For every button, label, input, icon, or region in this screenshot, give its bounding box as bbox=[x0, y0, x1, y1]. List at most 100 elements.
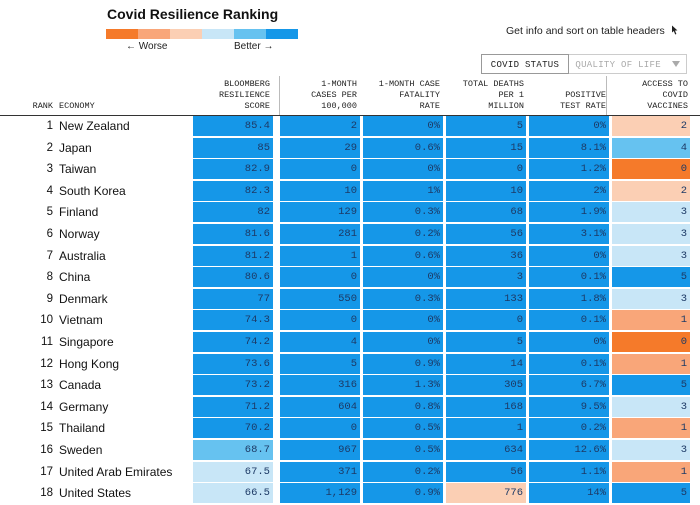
deaths-cell: 634 bbox=[446, 440, 526, 461]
table-row[interactable]: 18 United States 66.5 1,129 0.9% 776 14% 5 bbox=[0, 483, 700, 505]
header-rank[interactable]: RANK bbox=[32, 101, 53, 111]
vaccines-cell: 2 bbox=[612, 180, 690, 202]
header-positive[interactable]: POSITIVE TEST RATE bbox=[527, 90, 606, 112]
table-row[interactable]: 17 United Arab Emirates 67.5 371 0.2% 56 1.1% 1 bbox=[0, 461, 700, 484]
economy-cell: Hong Kong bbox=[59, 356, 120, 371]
positive-cell: 0.1% bbox=[529, 267, 609, 289]
table-row[interactable]: 12 Hong Kong 73.6 5 0.9% 14 0.1% 1 bbox=[0, 353, 700, 376]
fatality-cell: 1% bbox=[363, 180, 443, 202]
header-deaths[interactable]: TOTAL DEATHS PER 1 MILLION bbox=[443, 79, 524, 112]
economy-cell: United Arab Emirates bbox=[59, 464, 173, 479]
cases-cell: 0 bbox=[280, 310, 360, 332]
table-row[interactable]: 6 Norway 81.6 281 0.2% 56 3.1% 3 bbox=[0, 224, 700, 246]
score-cell: 73.6 bbox=[193, 353, 273, 375]
rank-cell: 17 bbox=[40, 465, 53, 478]
fatality-cell: 0.5% bbox=[363, 418, 443, 440]
vaccines-cell: 3 bbox=[612, 245, 690, 267]
economy-cell: Australia bbox=[59, 248, 106, 263]
header-line: RESILIENCE bbox=[218, 90, 270, 100]
table-row[interactable]: 7 Australia 81.2 1 0.6% 36 0% 3 bbox=[0, 245, 700, 268]
table-row[interactable]: 13 Canada 73.2 316 1.3% 305 6.7% 5 bbox=[0, 375, 700, 397]
vaccines-cell: 1 bbox=[612, 353, 690, 375]
vaccines-cell: 3 bbox=[612, 224, 690, 245]
cases-cell: 129 bbox=[280, 202, 360, 224]
vaccines-cell: 0 bbox=[612, 159, 690, 181]
score-cell: 74.3 bbox=[193, 310, 273, 332]
table-row[interactable]: 5 Finland 82 129 0.3% 68 1.9% 3 bbox=[0, 202, 700, 224]
positive-cell: 0.2% bbox=[529, 418, 609, 440]
rank-cell: 14 bbox=[40, 400, 53, 413]
vaccines-cell: 5 bbox=[612, 483, 690, 505]
cases-cell: 5 bbox=[280, 353, 360, 375]
rank-cell: 18 bbox=[40, 487, 53, 500]
table-row[interactable]: 16 Sweden 68.7 967 0.5% 634 12.6% 3 bbox=[0, 440, 700, 462]
table-row[interactable]: 4 South Korea 82.3 10 1% 10 2% 2 bbox=[0, 180, 700, 203]
positive-cell: 8.1% bbox=[529, 137, 609, 159]
positive-cell: 1.8% bbox=[529, 288, 609, 310]
score-cell: 74.2 bbox=[193, 332, 273, 353]
deaths-cell: 5 bbox=[446, 116, 526, 137]
economy-cell: Vietnam bbox=[59, 313, 103, 328]
positive-cell: 14% bbox=[529, 483, 609, 505]
table-row[interactable]: 9 Denmark 77 550 0.3% 133 1.8% 3 bbox=[0, 288, 700, 311]
positive-cell: 0.1% bbox=[529, 353, 609, 375]
cases-cell: 1,129 bbox=[280, 483, 360, 505]
header-vaccines[interactable]: ACCESS TO COVID VACCINES bbox=[610, 79, 688, 112]
legend-swatch bbox=[202, 29, 234, 39]
economy-cell: Germany bbox=[59, 399, 109, 414]
rank-cell: 16 bbox=[40, 444, 53, 456]
header-score[interactable]: BLOOMBERG RESILIENCE SCORE bbox=[193, 79, 270, 112]
fatality-cell: 0.3% bbox=[363, 288, 443, 310]
positive-cell: 1.1% bbox=[529, 461, 609, 483]
vaccines-cell: 1 bbox=[612, 310, 690, 332]
deaths-cell: 56 bbox=[446, 224, 526, 245]
deaths-cell: 68 bbox=[446, 202, 526, 224]
header-line: ACCESS TO bbox=[642, 79, 688, 89]
tab-bar: COVID STATUS QUALITY OF LIFE bbox=[0, 54, 687, 74]
table-row[interactable]: 11 Singapore 74.2 4 0% 5 0% 0 bbox=[0, 332, 700, 354]
header-economy[interactable]: ECONOMY bbox=[59, 101, 95, 111]
rank-cell: 12 bbox=[40, 357, 53, 370]
header-line: 1-MONTH CASE bbox=[378, 79, 440, 89]
fatality-cell: 0% bbox=[363, 116, 443, 137]
cases-cell: 29 bbox=[280, 137, 360, 159]
deaths-cell: 305 bbox=[446, 375, 526, 397]
positive-cell: 12.6% bbox=[529, 440, 609, 461]
chevron-down-icon bbox=[671, 61, 680, 67]
score-cell: 82 bbox=[193, 202, 273, 224]
header-fatality[interactable]: 1-MONTH CASE FATALITY RATE bbox=[360, 79, 440, 112]
score-cell: 82.3 bbox=[193, 180, 273, 202]
table-row[interactable]: 8 China 80.6 0 0% 3 0.1% 5 bbox=[0, 267, 700, 289]
tab-quality-of-life[interactable]: QUALITY OF LIFE bbox=[569, 54, 687, 74]
legend-swatch bbox=[234, 29, 266, 39]
vaccines-cell: 2 bbox=[612, 116, 690, 137]
economy-cell: United States bbox=[59, 486, 132, 501]
tab-covid-status[interactable]: COVID STATUS bbox=[481, 54, 569, 74]
rank-cell: 11 bbox=[41, 336, 53, 348]
info-label: Get info and sort on table headers bbox=[506, 25, 665, 37]
score-cell: 85.4 bbox=[193, 116, 273, 137]
table-row[interactable]: 15 Thailand 70.2 0 0.5% 1 0.2% 1 bbox=[0, 418, 700, 440]
header-cases[interactable]: 1-MONTH CASES PER 100,000 bbox=[280, 79, 357, 112]
cases-cell: 0 bbox=[280, 159, 360, 181]
table-row[interactable]: 3 Taiwan 82.9 0 0% 0 1.2% 0 bbox=[0, 159, 700, 181]
deaths-cell: 56 bbox=[446, 461, 526, 483]
table-row[interactable]: 14 Germany 71.2 604 0.8% 168 9.5% 3 bbox=[0, 396, 700, 419]
deaths-cell: 3 bbox=[446, 267, 526, 289]
economy-cell: Taiwan bbox=[59, 162, 97, 177]
deaths-cell: 36 bbox=[446, 245, 526, 267]
table-row[interactable]: 1 New Zealand 85.4 2 0% 5 0% 2 bbox=[0, 116, 700, 138]
fatality-cell: 0% bbox=[363, 267, 443, 289]
economy-cell: New Zealand bbox=[59, 119, 130, 133]
positive-cell: 6.7% bbox=[529, 375, 609, 397]
fatality-cell: 0% bbox=[363, 332, 443, 353]
legend-swatch bbox=[106, 29, 138, 39]
vaccines-cell: 1 bbox=[612, 461, 690, 483]
header-line: TOTAL DEATHS bbox=[462, 79, 524, 89]
score-cell: 81.2 bbox=[193, 245, 273, 267]
table-row[interactable]: 2 Japan 85 29 0.6% 15 8.1% 4 bbox=[0, 137, 700, 160]
positive-cell: 9.5% bbox=[529, 396, 609, 418]
deaths-cell: 133 bbox=[446, 288, 526, 310]
header-line: VACCINES bbox=[647, 101, 688, 111]
table-row[interactable]: 10 Vietnam 74.3 0 0% 0 0.1% 1 bbox=[0, 310, 700, 332]
